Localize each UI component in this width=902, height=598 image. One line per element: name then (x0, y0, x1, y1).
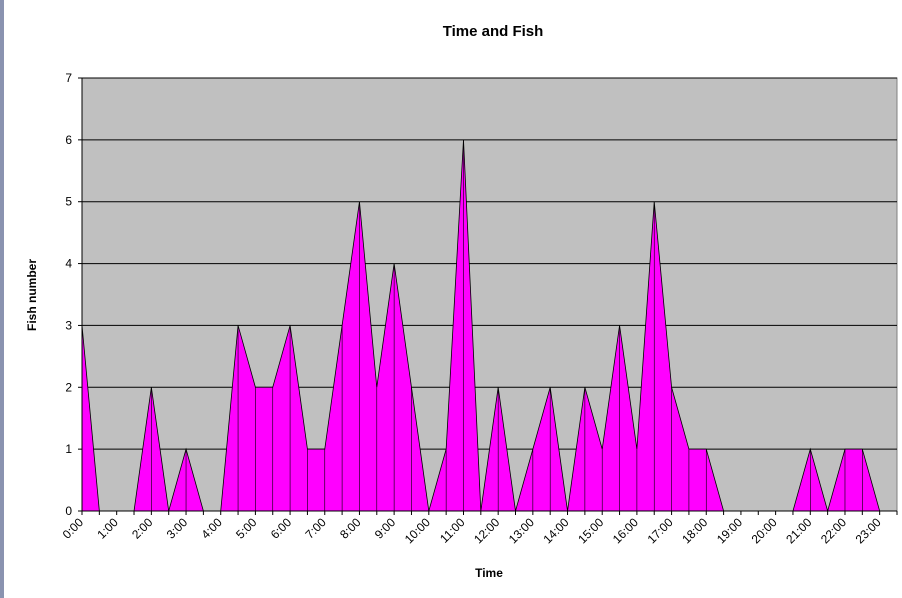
x-tick-label: 5:00 (233, 515, 260, 542)
x-tick-label: 11:00 (437, 515, 468, 546)
y-tick-label: 6 (65, 133, 72, 147)
y-tick-label: 7 (65, 71, 72, 85)
x-tick-label: 3:00 (164, 515, 191, 542)
x-tick-label: 0:00 (60, 515, 87, 542)
y-tick-label: 1 (65, 442, 72, 456)
x-tick-label: 12:00 (471, 515, 502, 546)
x-tick-label: 17:00 (645, 515, 676, 546)
y-tick-label: 0 (65, 504, 72, 518)
x-tick-label: 21:00 (783, 515, 814, 546)
x-tick-label: 9:00 (372, 515, 399, 542)
chart-title: Time and Fish (443, 23, 544, 40)
window-edge (0, 0, 4, 598)
x-tick-label: 23:00 (853, 515, 884, 546)
x-tick-label: 2:00 (129, 515, 156, 542)
x-tick-label: 10:00 (402, 515, 433, 546)
x-tick-label: 4:00 (198, 515, 225, 542)
x-tick-label: 14:00 (541, 515, 572, 546)
x-tick-label: 20:00 (749, 515, 780, 546)
x-axis-label: Time (475, 566, 503, 580)
x-tick-label: 8:00 (337, 515, 364, 542)
y-tick-label: 2 (65, 380, 72, 394)
x-tick-label: 19:00 (714, 515, 745, 546)
x-tick-label: 15:00 (575, 515, 606, 546)
x-tick-label: 22:00 (818, 515, 849, 546)
x-tick-label: 7:00 (302, 515, 329, 542)
plot-area (81, 77, 898, 512)
y-axis-label: Fish number (25, 259, 39, 331)
x-tick-label: 18:00 (679, 515, 710, 546)
x-tick-label: 6:00 (268, 515, 295, 542)
y-tick-label: 3 (65, 318, 72, 332)
x-tick-label: 13:00 (506, 515, 537, 546)
y-tick-label: 4 (65, 257, 72, 271)
x-tick-label: 1:00 (94, 515, 121, 542)
y-tick-label: 5 (65, 195, 72, 209)
x-tick-label: 16:00 (610, 515, 641, 546)
